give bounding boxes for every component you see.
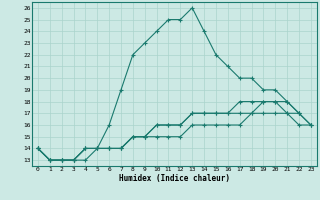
X-axis label: Humidex (Indice chaleur): Humidex (Indice chaleur) <box>119 174 230 183</box>
